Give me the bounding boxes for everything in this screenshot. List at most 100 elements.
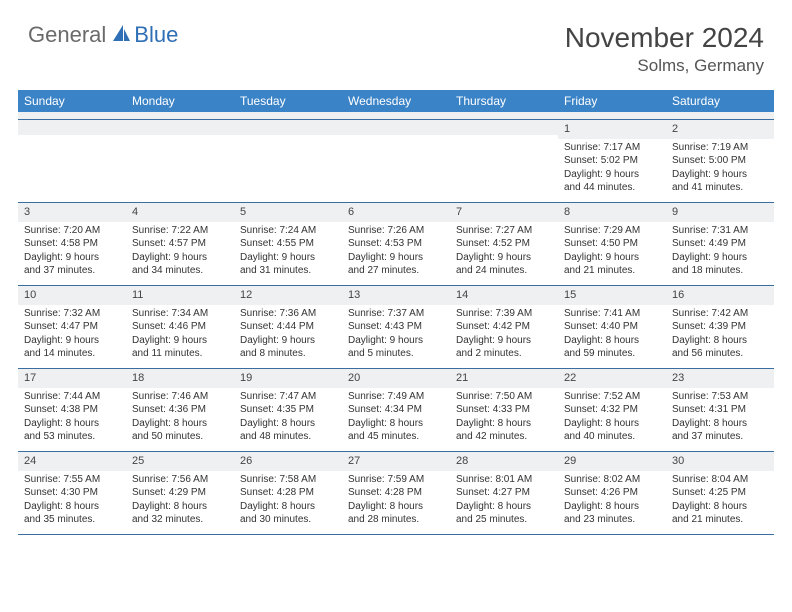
- sunset-line: Sunset: 4:53 PM: [348, 237, 444, 251]
- day-cell: 3Sunrise: 7:20 AMSunset: 4:58 PMDaylight…: [18, 203, 126, 285]
- sunrise-line: Sunrise: 7:58 AM: [240, 473, 336, 487]
- sunset-line: Sunset: 4:33 PM: [456, 403, 552, 417]
- sunset-line: Sunset: 4:57 PM: [132, 237, 228, 251]
- daylight-line: and 28 minutes.: [348, 513, 444, 527]
- weeks-container: 1Sunrise: 7:17 AMSunset: 5:02 PMDaylight…: [18, 120, 774, 535]
- sunset-line: Sunset: 4:42 PM: [456, 320, 552, 334]
- daylight-line: and 25 minutes.: [456, 513, 552, 527]
- day-number: 13: [342, 286, 450, 305]
- daylight-line: and 24 minutes.: [456, 264, 552, 278]
- day-cell: 29Sunrise: 8:02 AMSunset: 4:26 PMDayligh…: [558, 452, 666, 534]
- day-number: 27: [342, 452, 450, 471]
- sunset-line: Sunset: 5:02 PM: [564, 154, 660, 168]
- daylight-line: Daylight: 8 hours: [240, 500, 336, 514]
- sunrise-line: Sunrise: 7:19 AM: [672, 141, 768, 155]
- sunrise-line: Sunrise: 7:49 AM: [348, 390, 444, 404]
- sunrise-line: Sunrise: 7:17 AM: [564, 141, 660, 155]
- day-number: 6: [342, 203, 450, 222]
- daylight-line: and 18 minutes.: [672, 264, 768, 278]
- empty-day: [126, 120, 234, 135]
- daylight-line: Daylight: 8 hours: [672, 500, 768, 514]
- day-cell: 1 Sunrise: 7:17 AMSunset: 5:02 PMDaylight…: [558, 120, 666, 202]
- daylight-line: and 44 minutes.: [564, 181, 660, 195]
- daylight-line: Daylight: 9 hours: [24, 334, 120, 348]
- empty-day: [234, 120, 342, 135]
- sunset-line: Sunset: 4:28 PM: [240, 486, 336, 500]
- day-number: 26: [234, 452, 342, 471]
- day-cell: 9Sunrise: 7:31 AMSunset: 4:49 PMDaylight…: [666, 203, 774, 285]
- day-cell: 5Sunrise: 7:24 AMSunset: 4:55 PMDaylight…: [234, 203, 342, 285]
- sunset-line: Sunset: 4:29 PM: [132, 486, 228, 500]
- daylight-line: and 30 minutes.: [240, 513, 336, 527]
- day-number: 1: [558, 120, 666, 139]
- sunrise-line: Sunrise: 7:53 AM: [672, 390, 768, 404]
- daylight-line: Daylight: 9 hours: [456, 251, 552, 265]
- day-cell: 24Sunrise: 7:55 AMSunset: 4:30 PMDayligh…: [18, 452, 126, 534]
- sunset-line: Sunset: 4:58 PM: [24, 237, 120, 251]
- daylight-line: and 23 minutes.: [564, 513, 660, 527]
- sunrise-line: Sunrise: 7:29 AM: [564, 224, 660, 238]
- daylight-line: Daylight: 8 hours: [672, 334, 768, 348]
- sunrise-line: Sunrise: 7:39 AM: [456, 307, 552, 321]
- sunrise-line: Sunrise: 8:01 AM: [456, 473, 552, 487]
- day-number: 24: [18, 452, 126, 471]
- daylight-line: and 35 minutes.: [24, 513, 120, 527]
- daylight-line: and 45 minutes.: [348, 430, 444, 444]
- daylight-line: and 41 minutes.: [672, 181, 768, 195]
- sunset-line: Sunset: 4:26 PM: [564, 486, 660, 500]
- day-cell: 11Sunrise: 7:34 AMSunset: 4:46 PMDayligh…: [126, 286, 234, 368]
- sunrise-line: Sunrise: 7:59 AM: [348, 473, 444, 487]
- week-row: 1Sunrise: 7:17 AMSunset: 5:02 PMDaylight…: [18, 120, 774, 203]
- brand-blue: Blue: [134, 22, 178, 48]
- sunset-line: Sunset: 4:34 PM: [348, 403, 444, 417]
- sunset-line: Sunset: 4:32 PM: [564, 403, 660, 417]
- dow-monday: Monday: [126, 90, 234, 112]
- day-cell: [450, 120, 558, 202]
- daylight-line: and 40 minutes.: [564, 430, 660, 444]
- sunrise-line: Sunrise: 7:50 AM: [456, 390, 552, 404]
- day-number: 16: [666, 286, 774, 305]
- day-cell: [234, 120, 342, 202]
- sunrise-line: Sunrise: 7:22 AM: [132, 224, 228, 238]
- day-cell: 4Sunrise: 7:22 AMSunset: 4:57 PMDaylight…: [126, 203, 234, 285]
- daylight-line: and 21 minutes.: [564, 264, 660, 278]
- daylight-line: Daylight: 9 hours: [672, 168, 768, 182]
- sunset-line: Sunset: 4:35 PM: [240, 403, 336, 417]
- day-cell: 15Sunrise: 7:41 AMSunset: 4:40 PMDayligh…: [558, 286, 666, 368]
- sunset-line: Sunset: 4:36 PM: [132, 403, 228, 417]
- daylight-line: and 5 minutes.: [348, 347, 444, 361]
- day-cell: 21Sunrise: 7:50 AMSunset: 4:33 PMDayligh…: [450, 369, 558, 451]
- day-cell: 17Sunrise: 7:44 AMSunset: 4:38 PMDayligh…: [18, 369, 126, 451]
- daylight-line: Daylight: 9 hours: [564, 168, 660, 182]
- sunset-line: Sunset: 4:52 PM: [456, 237, 552, 251]
- day-number: 22: [558, 369, 666, 388]
- sunrise-line: Sunrise: 7:47 AM: [240, 390, 336, 404]
- daylight-line: and 37 minutes.: [24, 264, 120, 278]
- daylight-line: and 42 minutes.: [456, 430, 552, 444]
- brand-general: General: [28, 22, 106, 48]
- daylight-line: Daylight: 9 hours: [240, 251, 336, 265]
- daylight-line: and 2 minutes.: [456, 347, 552, 361]
- daylight-line: Daylight: 9 hours: [564, 251, 660, 265]
- sunset-line: Sunset: 4:40 PM: [564, 320, 660, 334]
- header: General Blue November 2024 Solms, German…: [0, 0, 792, 84]
- day-cell: 19Sunrise: 7:47 AMSunset: 4:35 PMDayligh…: [234, 369, 342, 451]
- day-number: 28: [450, 452, 558, 471]
- sunrise-line: Sunrise: 7:55 AM: [24, 473, 120, 487]
- sunrise-line: Sunrise: 7:56 AM: [132, 473, 228, 487]
- sunset-line: Sunset: 4:31 PM: [672, 403, 768, 417]
- day-number: 12: [234, 286, 342, 305]
- daylight-line: Daylight: 8 hours: [348, 417, 444, 431]
- day-cell: 14Sunrise: 7:39 AMSunset: 4:42 PMDayligh…: [450, 286, 558, 368]
- daylight-line: and 56 minutes.: [672, 347, 768, 361]
- sunset-line: Sunset: 4:47 PM: [24, 320, 120, 334]
- day-cell: [342, 120, 450, 202]
- sunrise-line: Sunrise: 7:34 AM: [132, 307, 228, 321]
- day-number: 14: [450, 286, 558, 305]
- day-number: 4: [126, 203, 234, 222]
- daylight-line: Daylight: 9 hours: [132, 334, 228, 348]
- daylight-line: and 37 minutes.: [672, 430, 768, 444]
- day-cell: 30Sunrise: 8:04 AMSunset: 4:25 PMDayligh…: [666, 452, 774, 534]
- day-number: 30: [666, 452, 774, 471]
- day-number: 15: [558, 286, 666, 305]
